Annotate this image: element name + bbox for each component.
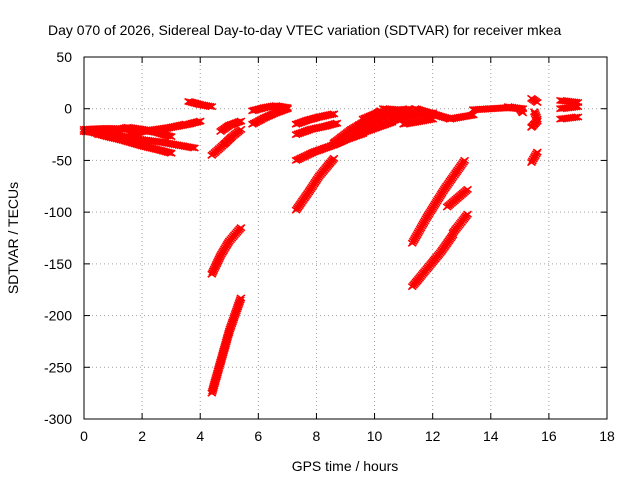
series-line	[219, 118, 242, 134]
series-arc-27	[407, 231, 458, 291]
series-line	[187, 99, 213, 110]
series-arc-34	[527, 148, 542, 167]
series-arc-12	[248, 105, 292, 128]
series-line	[251, 106, 289, 127]
series-line	[507, 104, 525, 115]
chart-title: Day 070 of 2026, Sidereal Day-to-day VTE…	[48, 22, 561, 38]
y-tick-label: 50	[56, 49, 72, 65]
series-arc-22	[399, 115, 438, 128]
series-arc-7	[207, 125, 246, 159]
series-arc-14	[291, 119, 342, 139]
series-arc-13	[291, 110, 339, 128]
x-tick-label: 16	[541, 428, 557, 444]
y-tick-label: -150	[44, 256, 72, 272]
series-line	[414, 106, 451, 122]
y-tick-label: -200	[44, 308, 72, 324]
x-tick-label: 8	[313, 428, 321, 444]
series-arc-21	[378, 105, 414, 115]
series-arc-35	[529, 108, 542, 123]
series-arc-28	[448, 210, 472, 237]
series-line	[295, 120, 338, 137]
x-axis-label: GPS time / hours	[292, 458, 399, 474]
x-tick-label: 0	[80, 428, 88, 444]
series-arc-29	[442, 185, 472, 211]
plot-frame	[83, 56, 608, 420]
series-arc-16	[291, 154, 339, 214]
x-tick-label: 18	[599, 428, 615, 444]
series-layer	[79, 94, 583, 397]
series-line	[97, 124, 172, 140]
series-line	[445, 187, 470, 209]
series-line	[383, 106, 410, 114]
series-arc-37	[556, 102, 583, 113]
series-line	[560, 114, 579, 122]
series-arc-24	[410, 105, 455, 123]
series-line	[529, 119, 540, 130]
y-tick-label: -250	[44, 359, 72, 375]
series-arc-32	[527, 117, 542, 131]
grid	[84, 57, 607, 419]
series-line	[530, 96, 539, 105]
x-tick-label: 12	[425, 428, 441, 444]
series-line	[209, 226, 243, 276]
series-line	[560, 104, 579, 112]
series-arc-9	[207, 224, 246, 278]
series-arc-38	[556, 113, 583, 123]
series-arc-36	[556, 96, 583, 107]
series-line	[560, 97, 579, 105]
series-arc-6	[184, 97, 217, 111]
series-line	[295, 111, 335, 127]
series-line	[403, 116, 434, 127]
series-line	[449, 112, 474, 122]
x-tick-label: 10	[367, 428, 383, 444]
series-line	[529, 150, 540, 164]
series-line	[410, 233, 456, 289]
y-axis-label: SDTVAR / TECUs	[5, 182, 21, 294]
x-tick-label: 4	[196, 428, 204, 444]
series-line	[410, 158, 467, 245]
series-arc-5	[126, 120, 191, 139]
series-line	[210, 127, 243, 158]
x-tick-label: 6	[254, 428, 262, 444]
y-tick-label: -300	[44, 411, 72, 427]
series-arc-31	[503, 102, 528, 117]
x-tick-label: 2	[138, 428, 146, 444]
series-arc-25	[445, 111, 478, 123]
y-tick-label: 0	[64, 101, 72, 117]
series-arc-10	[207, 294, 246, 397]
y-tick-label: -100	[44, 204, 72, 220]
y-tick-label: -50	[52, 152, 72, 168]
series-line	[294, 156, 336, 212]
series-line	[532, 110, 540, 121]
series-arc-8	[216, 117, 246, 136]
x-tick-label: 14	[483, 428, 499, 444]
series-line	[209, 297, 244, 394]
series-line	[129, 121, 187, 138]
series-arc-26	[407, 156, 470, 247]
ticks: 0 2 4 6 8 10 12 14 16 18 -300 -250 -200 -150 -100 -50 0 5…	[44, 49, 615, 444]
series-arc-33	[527, 94, 542, 107]
series-line	[451, 212, 470, 235]
